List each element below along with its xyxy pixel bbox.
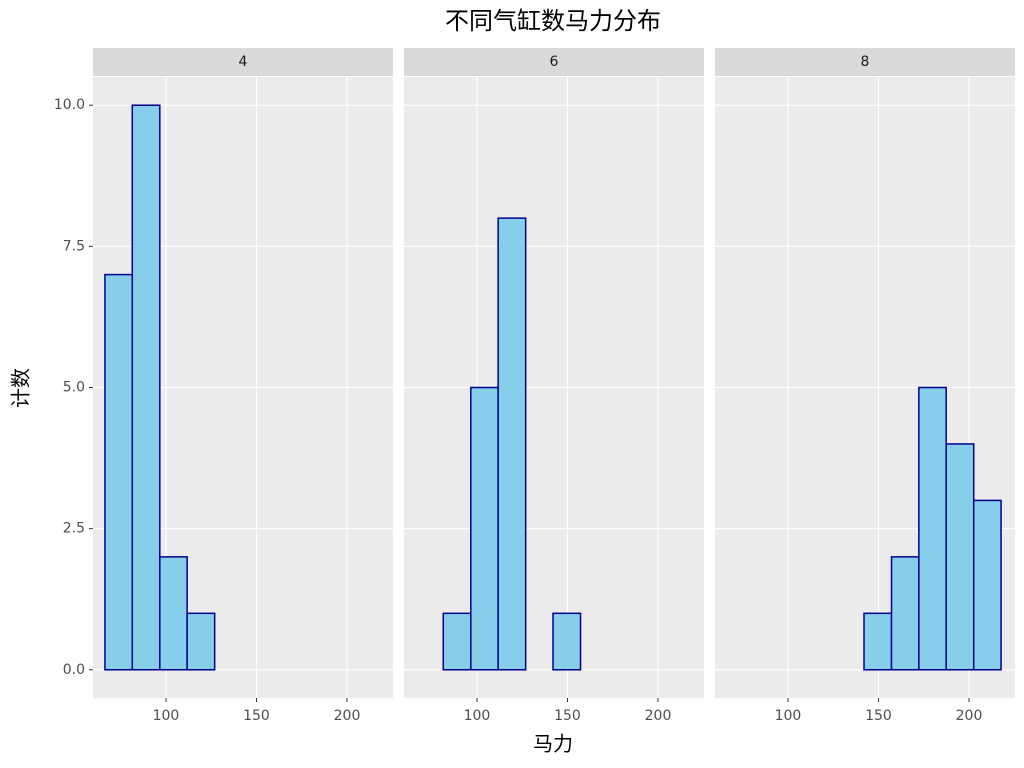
y-axis-label: 计数 xyxy=(9,368,33,408)
x-tick-label: 100 xyxy=(153,708,180,724)
histogram-bar xyxy=(972,499,1002,671)
x-tick-label: 200 xyxy=(645,708,672,724)
x-tick-label: 200 xyxy=(956,708,983,724)
facet-label: 8 xyxy=(861,54,870,70)
strip xyxy=(93,48,393,76)
histogram-bar xyxy=(945,443,975,671)
histogram-bar xyxy=(159,556,188,671)
histogram-bar xyxy=(497,217,527,671)
facet-label: 6 xyxy=(550,54,559,70)
histogram-bar xyxy=(552,612,582,671)
histogram-bar xyxy=(104,273,134,671)
chart-title: 不同气缸数马力分布 xyxy=(445,7,661,35)
y-tick-label: 7.5 xyxy=(63,238,85,254)
histogram-bar xyxy=(442,612,472,671)
x-tick-label: 150 xyxy=(865,708,892,724)
x-tick-label: 150 xyxy=(243,708,270,724)
y-tick-label: 5.0 xyxy=(63,380,85,396)
x-tick-label: 100 xyxy=(464,708,491,724)
y-tick-label: 2.5 xyxy=(63,521,85,537)
x-tick-label: 150 xyxy=(554,708,581,724)
strip xyxy=(715,48,1015,76)
histogram-bar xyxy=(890,556,920,671)
x-axis-label: 马力 xyxy=(533,732,573,756)
y-tick-label: 10.0 xyxy=(54,97,85,113)
histogram-bar xyxy=(863,612,893,671)
facet-label: 4 xyxy=(239,54,248,70)
x-tick-label: 200 xyxy=(334,708,361,724)
histogram-bar xyxy=(131,104,161,671)
histogram-bar xyxy=(918,386,947,671)
y-tick-label: 0.0 xyxy=(63,662,85,678)
histogram-bar xyxy=(470,386,499,671)
x-tick-label: 100 xyxy=(775,708,802,724)
histogram-bar xyxy=(186,612,216,671)
strip xyxy=(404,48,704,76)
